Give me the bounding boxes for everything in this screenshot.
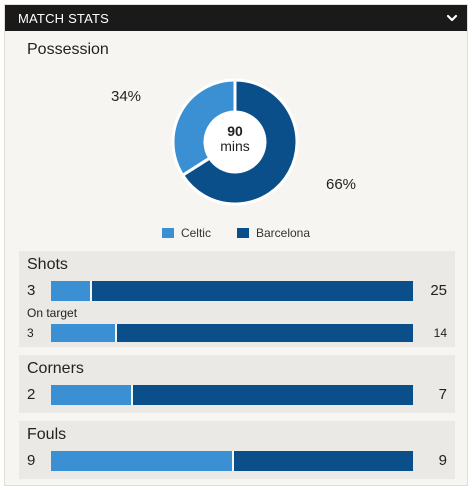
donut-hole	[206, 113, 264, 171]
fouls-panel: Fouls 9 9	[19, 421, 455, 479]
fouls-barcelona-value: 9	[438, 452, 447, 469]
shots-barcelona-value: 25	[430, 282, 447, 299]
match-stats-header[interactable]: MATCH STATS	[5, 5, 467, 31]
on-target-row: 3 14	[19, 323, 455, 343]
donut-slice-celtic	[171, 78, 237, 178]
match-stats-widget: MATCH STATS Possession 34% 66% 90 mins C…	[4, 4, 468, 486]
fouls-bar	[51, 451, 413, 471]
corners-celtic-value: 2	[27, 386, 36, 403]
corners-title: Corners	[27, 360, 84, 377]
chevron-down-icon[interactable]	[445, 11, 459, 25]
fouls-title: Fouls	[27, 426, 67, 443]
chart-legend: Celtic Barcelona	[5, 223, 467, 243]
shots-title: Shots	[27, 256, 68, 273]
donut-center: 90 mins	[204, 111, 266, 173]
on-target-bar-barcelona	[116, 324, 413, 342]
shots-celtic-value: 3	[27, 282, 36, 299]
celtic-possession-label: 34%	[111, 88, 142, 105]
shots-bar-barcelona	[91, 281, 413, 301]
barcelona-possession-label: 66%	[326, 176, 357, 193]
fouls-row: 9 9	[19, 450, 455, 472]
on-target-celtic-value: 3	[27, 326, 34, 340]
shots-bar	[51, 281, 413, 301]
legend-label-celtic: Celtic	[180, 226, 211, 240]
fouls-celtic-value: 9	[27, 452, 36, 469]
corners-bar-celtic	[51, 385, 132, 405]
donut-slice-barcelona	[180, 78, 299, 206]
legend-label-barcelona: Barcelona	[255, 226, 311, 240]
corners-barcelona-value: 7	[438, 386, 447, 403]
possession-donut-chart	[171, 78, 299, 206]
shots-panel: Shots 3 25 On target 3 14	[19, 251, 455, 347]
on-target-bar	[51, 324, 413, 342]
fouls-bar-barcelona	[234, 451, 413, 471]
legend-swatch-celtic	[161, 228, 174, 238]
corners-row: 2 7	[19, 384, 455, 406]
corners-bar-barcelona	[133, 385, 413, 405]
match-minutes-value: 90	[227, 123, 243, 139]
on-target-label: On target	[27, 306, 78, 320]
shots-row: 3 25	[19, 280, 455, 302]
possession-title: Possession	[27, 41, 109, 58]
corners-bar	[51, 385, 413, 405]
on-target-bar-celtic	[51, 324, 115, 342]
header-title: MATCH STATS	[18, 11, 110, 26]
on-target-barcelona-value: 14	[433, 326, 447, 340]
legend-swatch-barcelona	[236, 228, 249, 238]
match-minutes-label: mins	[220, 138, 250, 154]
legend-item-barcelona: Barcelona	[236, 226, 311, 240]
legend-item-celtic: Celtic	[161, 226, 211, 240]
fouls-bar-celtic	[51, 451, 232, 471]
shots-bar-celtic	[51, 281, 90, 301]
corners-panel: Corners 2 7	[19, 355, 455, 413]
